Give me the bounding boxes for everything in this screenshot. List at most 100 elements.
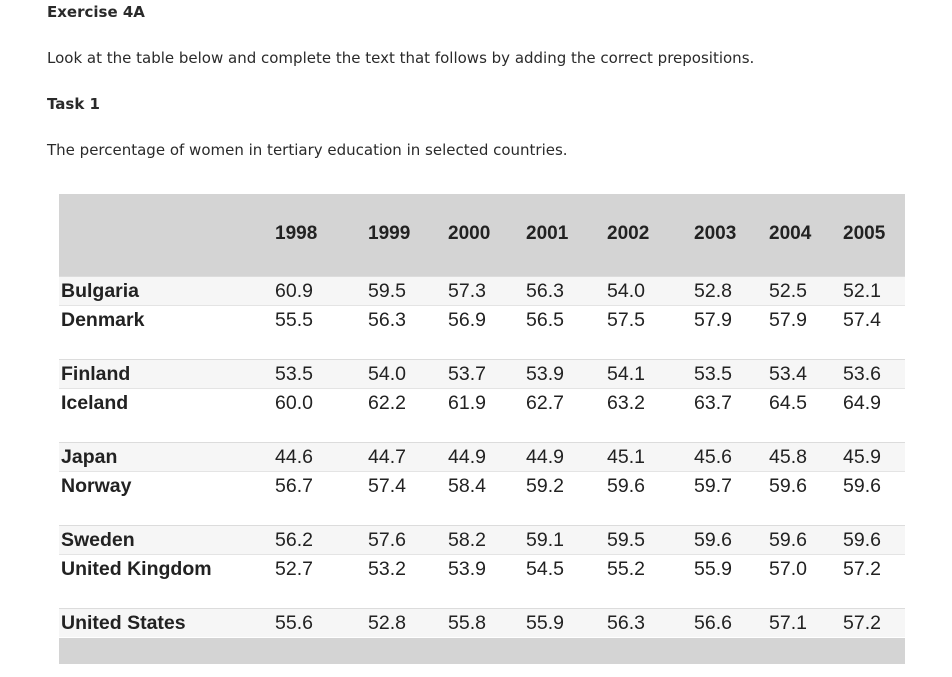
data-table: 1998 1999 2000 2001 2002 2003 2004 2005 Bulgaria… [59,194,905,664]
table-cell: 53.9 [526,363,564,385]
table-cell: 54.1 [607,363,645,385]
table-cell: 44.9 [448,446,486,468]
table-cell: 64.9 [843,392,881,414]
table-row-band [59,471,905,500]
table-cell: 53.5 [694,363,732,385]
table-cell: 56.3 [607,612,645,634]
table-cell: 57.9 [694,309,732,331]
country-label: United Kingdom [61,558,212,580]
table-cell: 59.6 [607,475,645,497]
table-caption: The percentage of women in tertiary educ… [47,141,568,159]
task-heading: Task 1 [47,95,100,113]
table-cell: 56.7 [275,475,313,497]
table-row-gap [59,417,905,442]
table-cell: 56.2 [275,529,313,551]
table-cell: 53.4 [769,363,807,385]
table-cell: 56.6 [694,612,732,634]
table-cell: 59.6 [843,475,881,497]
table-cell: 64.5 [769,392,807,414]
year-header: 2005 [843,223,886,244]
table-cell: 52.8 [694,280,732,302]
year-header: 2004 [769,223,812,244]
table-cell: 58.2 [448,529,486,551]
country-label: United States [61,612,186,634]
table-cell: 59.1 [526,529,564,551]
table-row-band [59,276,905,305]
table-cell: 55.6 [275,612,313,634]
country-label: Sweden [61,529,135,551]
table-row-band [59,442,905,471]
year-header: 2001 [526,223,569,244]
table-cell: 45.6 [694,446,732,468]
country-label: Japan [61,446,118,468]
country-label: Iceland [61,392,129,414]
table-row-gap [59,334,905,359]
table-cell: 56.3 [368,309,406,331]
country-label: Denmark [61,309,145,331]
table-cell: 57.3 [448,280,486,302]
table-cell: 62.7 [526,392,564,414]
table-cell: 45.1 [607,446,645,468]
table-cell: 57.5 [607,309,645,331]
table-cell: 56.5 [526,309,564,331]
table-cell: 57.9 [769,309,807,331]
table-cell: 52.7 [275,558,313,580]
table-row-band [59,525,905,554]
table-cell: 57.6 [368,529,406,551]
instruction-text: Look at the table below and complete the… [47,49,755,67]
table-cell: 62.2 [368,392,406,414]
table-cell: 45.8 [769,446,807,468]
table-cell: 60.0 [275,392,313,414]
table-cell: 45.9 [843,446,881,468]
table-row-band [59,359,905,388]
table-row-band [59,388,905,417]
table-row-gap [59,500,905,525]
table-cell: 57.0 [769,558,807,580]
table-row-gap [59,583,905,608]
table-cell: 53.2 [368,558,406,580]
table-cell: 54.5 [526,558,564,580]
country-label: Bulgaria [61,280,140,302]
table-cell: 54.0 [368,363,406,385]
table-row-band [59,305,905,334]
table-cell: 44.6 [275,446,313,468]
table-cell: 55.2 [607,558,645,580]
country-label: Finland [61,363,131,385]
table-cell: 55.8 [448,612,486,634]
table-row-band [59,554,905,583]
year-header: 1998 [275,223,318,244]
table-cell: 53.9 [448,558,486,580]
table-cell: 55.9 [694,558,732,580]
table-cell: 58.4 [448,475,486,497]
table-header-band [59,194,905,276]
table-cell: 53.5 [275,363,313,385]
table-cell: 59.6 [769,475,807,497]
table-cell: 59.7 [694,475,732,497]
table-cell: 59.5 [607,529,645,551]
table-row-band [59,608,905,637]
year-header: 2002 [607,223,650,244]
table-cell: 44.9 [526,446,564,468]
table-cell: 52.1 [843,280,881,302]
table-cell: 54.0 [607,280,645,302]
table-cell: 57.1 [769,612,807,634]
table-cell: 57.2 [843,612,881,634]
table-cell: 56.9 [448,309,486,331]
table-cell: 57.2 [843,558,881,580]
table-cell: 63.2 [607,392,645,414]
country-label: Norway [61,475,132,497]
table-cell: 56.3 [526,280,564,302]
table-cell: 53.7 [448,363,486,385]
year-header: 2003 [694,223,737,244]
table-cell: 59.6 [769,529,807,551]
exercise-heading: Exercise 4A [47,3,145,21]
table-cell: 57.4 [843,309,881,331]
year-header: 2000 [448,223,491,244]
table-cell: 59.5 [368,280,406,302]
table-footer-band [59,638,905,664]
table-cell: 63.7 [694,392,732,414]
table-cell: 59.6 [694,529,732,551]
table-cell: 53.6 [843,363,881,385]
table-cell: 52.8 [368,612,406,634]
year-header: 1999 [368,223,411,244]
